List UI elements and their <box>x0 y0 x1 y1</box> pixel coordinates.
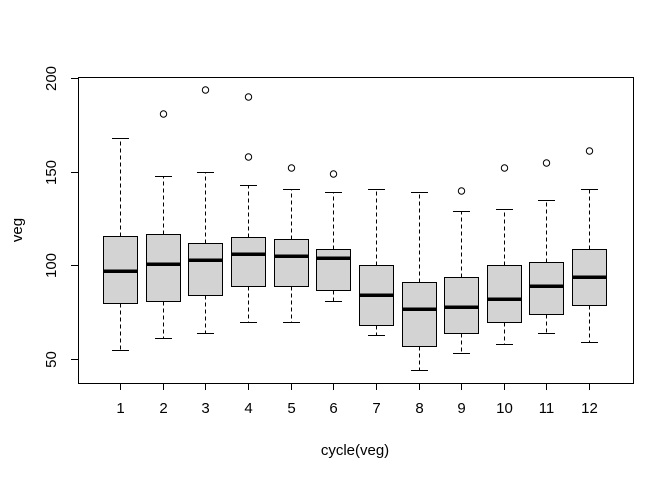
iqr-box <box>146 234 181 302</box>
outlier-point <box>244 93 253 101</box>
outlier-point <box>159 110 168 118</box>
y-tick-label: 150 <box>43 160 60 185</box>
iqr-box <box>487 265 522 323</box>
outlier-point <box>201 86 210 94</box>
x-tick-label: 9 <box>457 400 465 417</box>
x-axis-label: cycle(veg) <box>321 442 389 459</box>
iqr-box <box>188 243 223 296</box>
plot-box <box>78 77 634 384</box>
outlier-point <box>585 147 594 155</box>
outlier-point <box>542 159 551 167</box>
x-tick-label: 11 <box>539 400 555 417</box>
x-tick-label: 2 <box>159 400 167 417</box>
y-tick-label: 200 <box>43 66 60 91</box>
iqr-box <box>316 249 351 291</box>
iqr-box <box>274 239 309 287</box>
y-tick-label: 100 <box>43 253 60 278</box>
outlier-point <box>329 170 338 178</box>
iqr-box <box>529 262 564 315</box>
outlier-point <box>457 187 466 195</box>
x-tick-label: 3 <box>201 400 209 417</box>
x-tick-label: 7 <box>372 400 380 417</box>
outlier-point <box>500 164 509 172</box>
iqr-box <box>402 282 437 347</box>
x-tick-label: 5 <box>287 400 295 417</box>
y-axis-label: veg <box>9 218 26 242</box>
outlier-point <box>244 153 253 161</box>
x-tick-label: 4 <box>244 400 252 417</box>
x-tick-label: 6 <box>329 400 337 417</box>
x-tick-label: 8 <box>415 400 423 417</box>
y-tick-label: 50 <box>43 351 60 368</box>
x-tick-label: 10 <box>496 400 513 417</box>
iqr-box <box>231 237 266 287</box>
x-tick-label: 1 <box>116 400 124 417</box>
outlier-point <box>287 164 296 172</box>
x-tick-label: 12 <box>581 400 598 417</box>
